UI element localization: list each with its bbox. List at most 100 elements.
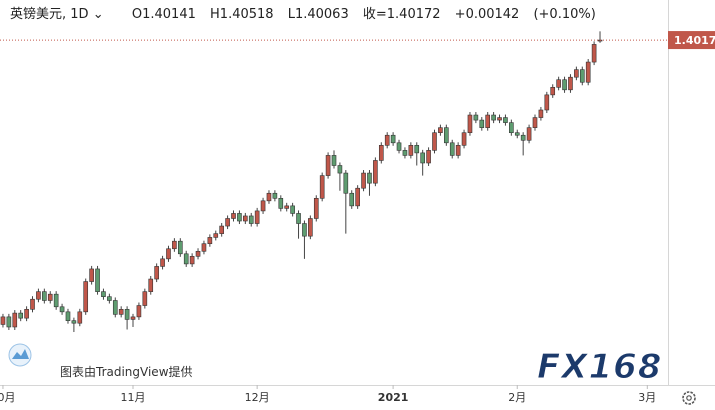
candle-body [343, 172, 349, 194]
candle-body [497, 117, 502, 121]
candle-body [0, 316, 6, 325]
candle-body [124, 309, 130, 320]
candle-body [77, 311, 83, 324]
candle-body [118, 309, 124, 315]
candle-body [574, 69, 579, 78]
candle-body [503, 117, 508, 123]
candle-body [591, 44, 597, 63]
candle-body [254, 210, 260, 224]
open-label: O [131, 7, 143, 22]
candle-body [136, 305, 142, 318]
candle-body [12, 312, 18, 328]
candle-body [71, 320, 77, 324]
candle-body [402, 150, 408, 156]
watermark: 图表由TradingView提供 [60, 364, 193, 379]
candle-body [18, 312, 24, 319]
candle-body [101, 291, 106, 297]
candle-body [36, 291, 41, 300]
candle-body [213, 233, 219, 238]
candle-body [219, 225, 224, 234]
candle-body [568, 76, 573, 91]
candle-body [361, 172, 366, 189]
candle-body [225, 218, 230, 227]
tv-logo [8, 343, 32, 367]
candle-body [154, 266, 159, 280]
candle-body [266, 192, 272, 202]
symbol[interactable]: 英镑美元 [10, 7, 63, 22]
candle-body [449, 142, 455, 156]
candle-body [426, 150, 431, 164]
candle-body [308, 218, 313, 237]
x-tick-label: 10月 [0, 391, 15, 404]
candle-body [107, 296, 112, 301]
candle-body [243, 215, 248, 222]
candle-body [479, 119, 485, 128]
candle-body [331, 155, 337, 166]
candle-body [373, 160, 378, 184]
interval-chevron[interactable]: ⌄ [88, 7, 104, 22]
last-price-label: 1.40172 [674, 34, 715, 47]
candle-body [278, 198, 284, 209]
candle-body [325, 155, 331, 176]
candle-body [237, 213, 242, 222]
candle-body [438, 127, 443, 134]
candle-body [556, 79, 561, 88]
candle-body [201, 243, 207, 252]
candle-body [313, 198, 319, 219]
candle-body [491, 114, 496, 121]
candle-body [455, 145, 461, 156]
x-tick-label: 2月 [508, 391, 526, 404]
candle-body [461, 132, 467, 146]
candle-body [302, 223, 307, 237]
candle-body [112, 300, 118, 315]
candle-body [538, 109, 544, 118]
candle-body [408, 145, 414, 156]
candle-body [290, 205, 295, 214]
candle-body [367, 172, 372, 184]
candle-body [390, 134, 396, 144]
candle-body [485, 114, 491, 128]
x-tick-label: 11月 [121, 391, 146, 404]
high-label: H [210, 7, 220, 22]
candle-body [520, 134, 526, 141]
candle-body [585, 61, 591, 83]
candle-body [53, 293, 59, 308]
candle-body [142, 291, 148, 306]
candle-body [189, 256, 195, 265]
candle-body [284, 205, 290, 209]
candle-body [166, 248, 171, 260]
candle-body [42, 291, 47, 301]
high-value: 1.40518 [219, 7, 274, 22]
candle-body [532, 117, 538, 128]
candle-body [6, 316, 12, 328]
candle-body [355, 187, 360, 207]
candle-body [414, 145, 420, 154]
candle-body [473, 114, 479, 121]
interval[interactable]: 1D [70, 7, 89, 22]
x-tick-label: 2021 [378, 391, 409, 404]
change: +0.00142 [454, 7, 520, 22]
candle-body [59, 306, 65, 313]
close-label: 收= [362, 7, 387, 22]
last-price-tag [668, 31, 715, 50]
x-tick-label: 3月 [638, 391, 656, 404]
legend-header: 英镑美元, 1D ⌄ O1.40141 H1.40518 L1.40063 收=… [10, 3, 596, 22]
low-label: L [287, 7, 295, 22]
candle-body [579, 69, 585, 83]
change-pct: (+0.10%) [533, 7, 596, 22]
candle-body [544, 94, 550, 111]
candles: 1.40172 [0, 31, 715, 333]
candle-body [432, 132, 437, 151]
candle-body [562, 79, 567, 91]
candle-body [177, 240, 183, 255]
candle-body [160, 258, 165, 267]
time-axis: 10月 11月 12月 2021 2月 3月 [0, 385, 656, 404]
low-value: 1.40063 [294, 7, 349, 22]
candle-body [526, 127, 532, 141]
candle-body [514, 132, 520, 136]
candle-body [396, 142, 402, 151]
close-value: 1.40172 [386, 7, 441, 22]
settings-icon[interactable] [682, 391, 696, 405]
